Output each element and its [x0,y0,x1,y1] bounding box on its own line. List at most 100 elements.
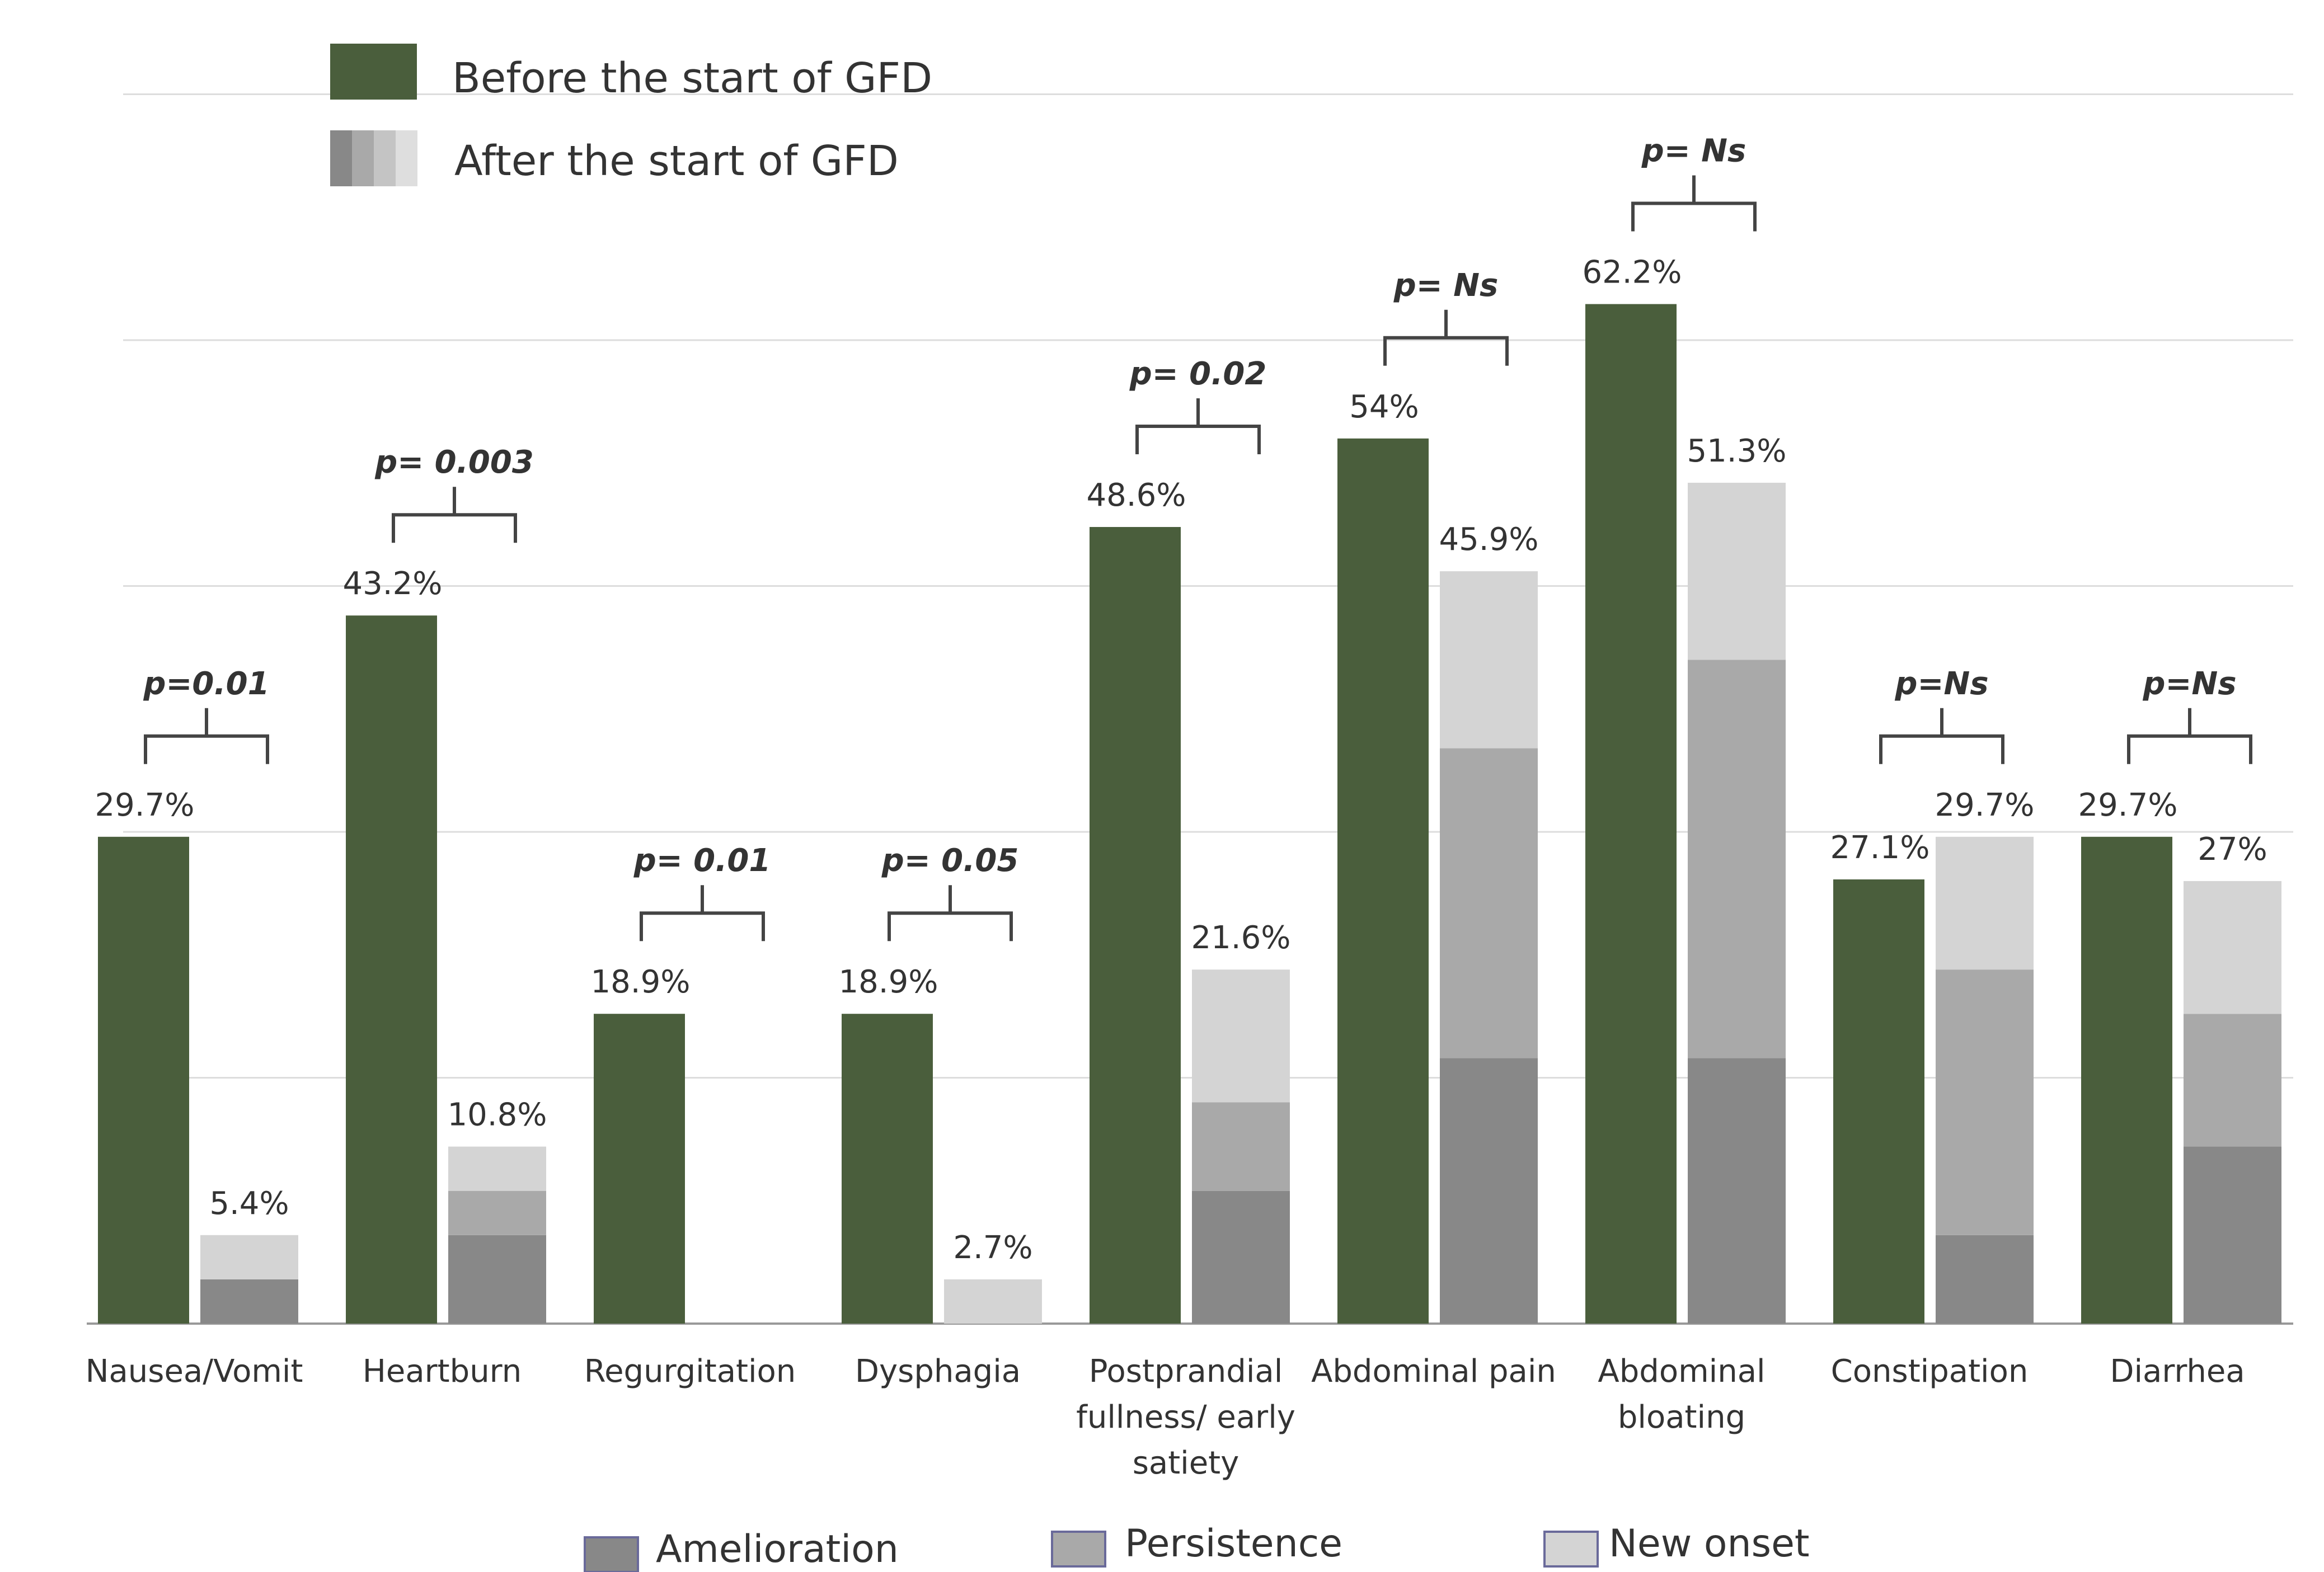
p-value-label-abdominal-bloating: p= Ns [1641,133,1746,170]
value-label-before-abdominal-pain: 54% [1349,389,1419,425]
category-label-line: Regurgitation [584,1353,796,1390]
p-value-bracket-diarrhea [2127,708,2252,764]
legend-swatch-after-1 [352,130,374,186]
bar-after-amelioration-constipation [1936,1235,2034,1324]
value-label-before-diarrhea: 29.7% [2078,787,2178,823]
bar-after-new-onset-nausea-vomit [200,1235,298,1279]
value-label-before-abdominal-bloating: 62.2% [1583,255,1682,291]
bar-before-postprandial-fullness-early-satiety [1090,527,1181,1324]
category-label-postprandial-fullness-early-satiety: Postprandial fullness/ early satiety [1076,1353,1295,1481]
bar-after-persistence-postprandial-fullness-early-satiety [1192,1102,1290,1191]
category-label-abdominal-pain: Abdominal pain [1311,1353,1556,1390]
legend-bottom: Amelioration Persistence New onset [584,1522,1810,1572]
category-label-abdominal-bloating: Abdominal bloating [1598,1353,1765,1435]
p-value-bracket-nausea-vomit [144,708,269,764]
legend-swatch-before [330,44,417,100]
bar-after-persistence-diarrhea [2184,1014,2281,1147]
bar-after-new-onset-postprandial-fullness-early-satiety [1192,969,1290,1103]
bar-after-persistence-abdominal-pain [1440,748,1538,1058]
value-label-before-heartburn: 43.2% [343,566,443,602]
p-value-label-nausea-vomit: p=0.01 [143,666,269,702]
category-label-constipation: Constipation [1831,1353,2029,1390]
bar-before-dysphagia [842,1014,933,1324]
category-label-regurgitation: Regurgitation [584,1353,796,1390]
category-label-line: bloating [1618,1399,1745,1435]
p-value-label-diarrhea: p=Ns [2142,666,2236,702]
legend-swatch-new-onset [1543,1531,1599,1568]
category-label-line: Postprandial [1089,1353,1283,1390]
category-label-line: Abdominal [1598,1353,1765,1390]
bar-before-regurgitation [594,1014,685,1324]
legend-label-after: After the start of GFD [454,137,899,185]
p-value-bracket-dysphagia [888,885,1013,942]
bar-after-persistence-abdominal-bloating [1688,660,1786,1058]
bar-before-constipation [1833,879,1924,1324]
bar-after-amelioration-nausea-vomit [200,1279,298,1324]
value-label-after-diarrhea: 27% [2198,831,2267,868]
p-value-bracket-heartburn [392,487,517,543]
legend-label-persistence: Persistence [1125,1522,1342,1566]
legend-swatch-after-2 [374,130,396,186]
legend-swatch-after-0 [330,130,352,186]
category-label-nausea-vomit: Nausea/Vomit [86,1353,303,1390]
value-label-before-postprandial-fullness-early-satiety: 48.6% [1087,477,1186,514]
p-value-label-dysphagia: p= 0.05 [881,843,1019,879]
bar-before-abdominal-pain [1337,438,1429,1324]
p-value-label-constipation: p=Ns [1894,666,1988,702]
value-label-before-constipation: 27.1% [1830,830,1930,866]
legend-top: Before the start of GFD After the start o… [330,44,932,186]
legend-swatch-after-3 [396,130,417,186]
p-value-label-abdominal-pain: p= Ns [1393,267,1499,304]
legend-label-before: Before the start of GFD [452,54,932,102]
value-labels: 29.7% 5.4% 43.2% 10.8% 18.9% 18.9% 2.7% 48.6% 21… [95,255,2267,1266]
p-value-bracket-postprandial-fullness-early-satiety [1135,398,1261,455]
p-value-bracket-regurgitation [640,885,765,942]
category-label-dysphagia: Dysphagia [855,1353,1021,1390]
category-label-line: Constipation [1831,1353,2029,1390]
value-label-before-nausea-vomit: 29.7% [95,787,195,823]
category-label-diarrhea: Diarrhea [2110,1353,2245,1390]
bar-after-amelioration-diarrhea [2184,1146,2281,1324]
category-label-line: Nausea/Vomit [86,1353,303,1390]
p-value-bracket-abdominal-pain [1383,309,1509,366]
bar-after-new-onset-diarrhea [2184,881,2281,1014]
bar-after-persistence-constipation [1936,969,2034,1235]
bar-before-abdominal-bloating [1585,304,1677,1324]
bar-before-nausea-vomit [98,836,189,1324]
category-label-line: Abdominal pain [1311,1353,1556,1390]
value-label-after-abdominal-bloating: 51.3% [1687,433,1787,469]
bar-after-new-onset-abdominal-bloating [1688,482,1786,660]
bar-after-new-onset-constipation [1936,836,2034,970]
category-label-line: fullness/ early [1076,1399,1295,1435]
value-label-after-nausea-vomit: 5.4% [209,1185,289,1222]
bar-after-new-onset-abdominal-pain [1440,571,1538,749]
bars [98,304,2281,1324]
category-labels: Nausea/Vomit Heartburn Regurgitation Dyspha… [86,1353,2245,1481]
p-value-label-heartburn: p= 0.003 [374,444,534,481]
p-value-label-postprandial-fullness-early-satiety: p= 0.02 [1129,356,1267,392]
p-value-label-regurgitation: p= 0.01 [633,843,771,879]
value-label-after-postprandial-fullness-early-satiety: 21.6% [1191,920,1291,956]
legend-label-new-onset: New onset [1609,1522,1810,1566]
legend-swatch-persistence [1051,1531,1106,1568]
value-label-after-abdominal-pain: 45.9% [1439,521,1539,558]
bar-after-new-onset-heartburn [448,1146,546,1191]
value-label-after-heartburn: 10.8% [448,1097,547,1133]
bar-after-new-onset-dysphagia [944,1279,1042,1324]
p-value-bracket-abdominal-bloating [1631,175,1757,232]
p-value-brackets: p=0.01 p= 0.003 p= 0.01 p= 0.05 p= 0.02 p= Ns… [143,133,2252,942]
value-label-after-dysphagia: 2.7% [953,1230,1032,1266]
bar-after-amelioration-postprandial-fullness-early-satiety [1192,1190,1290,1324]
bar-after-amelioration-abdominal-pain [1440,1058,1538,1324]
category-label-line: Diarrhea [2110,1353,2245,1390]
value-label-before-dysphagia: 18.9% [839,964,938,1000]
bar-after-amelioration-abdominal-bloating [1688,1058,1786,1324]
bar-after-amelioration-heartburn [448,1235,546,1324]
value-label-before-regurgitation: 18.9% [591,964,691,1000]
bar-after-persistence-heartburn [448,1190,546,1235]
legend-swatch-amelioration [584,1536,639,1572]
p-value-bracket-constipation [1879,708,2004,764]
value-label-after-constipation: 29.7% [1935,787,2035,823]
bar-before-diarrhea [2081,836,2172,1324]
